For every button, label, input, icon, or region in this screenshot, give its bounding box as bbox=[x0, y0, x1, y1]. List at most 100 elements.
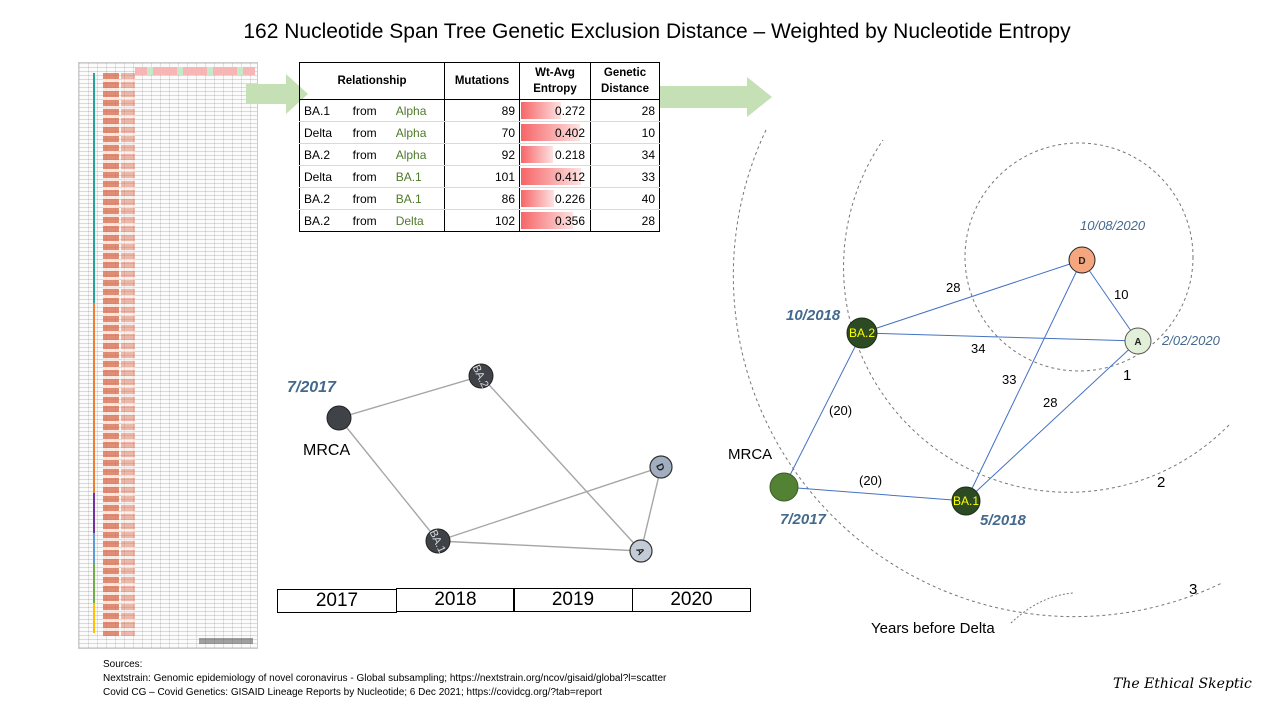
edge-label-ba1-d: 33 bbox=[1002, 372, 1017, 387]
row-distance: 40 bbox=[590, 187, 660, 211]
row-word: from bbox=[348, 165, 392, 189]
year-2020: 2020 bbox=[632, 588, 751, 612]
mrca-radial-date-label: 7/2017 bbox=[780, 511, 826, 528]
delta-date-label: 10/08/2020 bbox=[1080, 218, 1146, 233]
row-word: from bbox=[348, 143, 392, 167]
ring-1-label: 1 bbox=[1123, 367, 1132, 384]
row-mutations: 102 bbox=[444, 209, 520, 233]
row-entropy-cell: 0.402 bbox=[519, 121, 591, 145]
right-arrow-icon bbox=[246, 74, 308, 114]
ring-caption: Years before Delta bbox=[871, 620, 995, 637]
sources-block: Sources: Nextstrain: Genomic epidemiolog… bbox=[103, 658, 666, 699]
mrca-node bbox=[326, 405, 352, 431]
entropy-bar bbox=[521, 168, 581, 186]
row-word: from bbox=[348, 99, 392, 123]
right-arrow-icon bbox=[659, 77, 772, 117]
row-to: Delta bbox=[298, 121, 349, 145]
source-line: Nextstrain: Genomic epidemiology of nove… bbox=[103, 672, 667, 684]
row-mutations: 89 bbox=[444, 99, 520, 123]
row-entropy: 0.272 bbox=[554, 103, 585, 118]
mrca-radial-label: MRCA bbox=[728, 446, 773, 463]
row-from: Alpha bbox=[391, 99, 445, 123]
spreadsheet-thumbnail bbox=[78, 62, 258, 649]
row-entropy-cell: 0.272 bbox=[519, 99, 591, 123]
row-entropy: 0.218 bbox=[554, 147, 585, 162]
row-word: from bbox=[348, 121, 392, 145]
sources-heading: Sources: bbox=[103, 659, 143, 670]
row-from: Alpha bbox=[391, 121, 445, 145]
entropy-bar bbox=[521, 190, 554, 208]
row-mutations: 92 bbox=[444, 143, 520, 167]
page-title: 162 Nucleotide Span Tree Genetic Exclusi… bbox=[243, 20, 1071, 43]
entropy-bar bbox=[521, 146, 553, 164]
caption-leader bbox=[1010, 592, 1074, 624]
ring-3 bbox=[732, 129, 1223, 618]
delta-node-radial-label: D bbox=[1078, 256, 1085, 267]
row-mutations: 101 bbox=[444, 165, 520, 189]
ba1-date-label: 5/2018 bbox=[980, 512, 1026, 529]
source-line: Covid CG – Covid Genetics: GISAID Lineag… bbox=[103, 686, 602, 698]
mrca-label: MRCA bbox=[303, 442, 351, 459]
row-from: Delta bbox=[391, 209, 445, 233]
table-row: Delta from Alpha 70 0.402 10 bbox=[298, 121, 660, 145]
row-distance: 33 bbox=[590, 165, 660, 189]
entropy-bar bbox=[521, 102, 561, 120]
table-row: BA.2 from BA.1 86 0.226 40 bbox=[298, 187, 660, 211]
alpha-node-radial bbox=[1124, 327, 1152, 355]
row-distance: 34 bbox=[590, 143, 660, 167]
table-row: Delta from BA.1 101 0.412 33 bbox=[298, 165, 660, 189]
row-entropy: 0.412 bbox=[554, 169, 585, 184]
row-entropy: 0.356 bbox=[554, 213, 585, 228]
edge-label-d-a: 10 bbox=[1114, 287, 1129, 302]
row-from: BA.1 bbox=[391, 165, 445, 189]
table-row: BA.2 from Delta 102 0.356 28 bbox=[298, 209, 660, 233]
row-to: BA.2 bbox=[298, 187, 349, 211]
mutations-header: Mutations bbox=[444, 61, 520, 101]
alpha-node bbox=[629, 539, 653, 563]
ba2-node-radial-label: BA.2 bbox=[849, 326, 875, 340]
row-distance: 10 bbox=[590, 121, 660, 145]
ba1-node bbox=[425, 528, 451, 554]
entropy-bar bbox=[521, 212, 573, 230]
delta-node bbox=[649, 455, 673, 479]
ba2-node-radial bbox=[846, 317, 878, 349]
row-from: BA.1 bbox=[391, 187, 445, 211]
delta-node-label: D bbox=[653, 462, 666, 473]
row-from: Alpha bbox=[391, 143, 445, 167]
row-word: from bbox=[348, 187, 392, 211]
year-2018: 2018 bbox=[396, 588, 515, 612]
entropy-bar bbox=[521, 124, 580, 142]
table-row: BA.1 from Alpha 89 0.272 28 bbox=[298, 99, 660, 123]
ba2-node bbox=[468, 363, 494, 389]
row-entropy-cell: 0.356 bbox=[519, 209, 591, 233]
row-entropy-cell: 0.226 bbox=[519, 187, 591, 211]
alpha-date-label: 2/02/2020 bbox=[1162, 333, 1220, 348]
row-entropy: 0.226 bbox=[554, 191, 585, 206]
row-entropy-cell: 0.218 bbox=[519, 143, 591, 167]
delta-node-radial bbox=[1068, 246, 1096, 274]
row-word: from bbox=[348, 209, 392, 233]
relationship-table: Relationship Mutations Wt-Avg Entropy Ge… bbox=[298, 61, 660, 233]
row-entropy-cell: 0.412 bbox=[519, 165, 591, 189]
ba1-node-radial bbox=[951, 486, 981, 516]
table-row: BA.2 from Alpha 92 0.218 34 bbox=[298, 143, 660, 167]
entropy-header: Wt-Avg Entropy bbox=[519, 61, 591, 101]
row-mutations: 86 bbox=[444, 187, 520, 211]
relationship-header: Relationship bbox=[299, 61, 445, 101]
row-to: BA.2 bbox=[298, 209, 349, 233]
ring-2 bbox=[843, 139, 1230, 493]
edge-label-ba2-d: 28 bbox=[946, 280, 961, 295]
ba1-node-radial-label: BA.1 bbox=[953, 494, 979, 508]
edge-label-mrca-ba1: (20) bbox=[859, 473, 883, 488]
brand-signature: The Ethical Skeptic bbox=[1113, 676, 1252, 692]
ba2-date-label: 10/2018 bbox=[786, 307, 841, 324]
ring-1 bbox=[964, 142, 1194, 372]
edge-label-ba2-a: 34 bbox=[971, 341, 986, 356]
ring-3-label: 3 bbox=[1189, 581, 1198, 598]
row-entropy: 0.402 bbox=[554, 125, 585, 140]
row-to: Delta bbox=[298, 165, 349, 189]
alpha-node-label: A bbox=[633, 546, 646, 557]
edge-label-ba1-a: 28 bbox=[1043, 395, 1058, 410]
edge-label-mrca-ba2: (20) bbox=[829, 403, 853, 418]
